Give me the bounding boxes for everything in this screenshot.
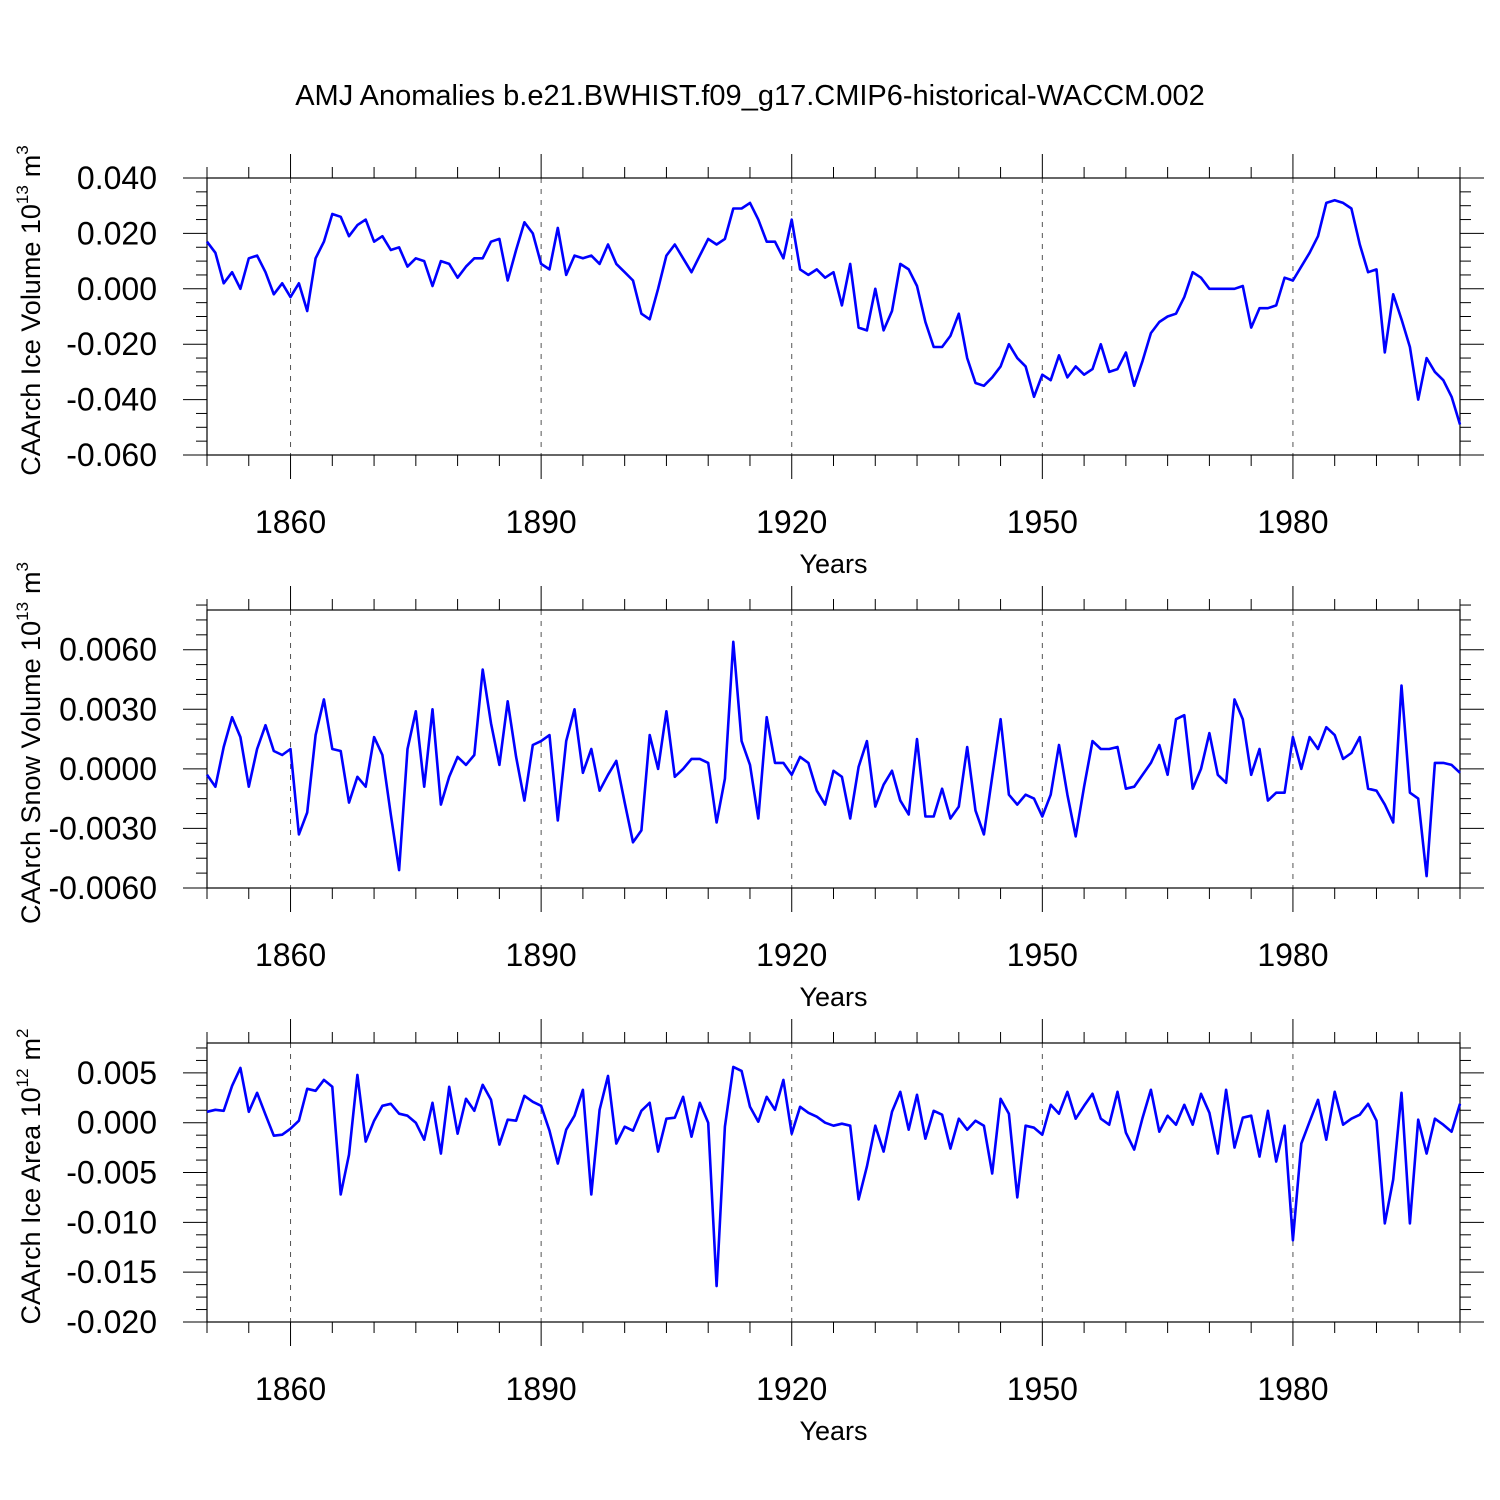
y-axis-title-unit-exponent: 3: [13, 562, 32, 571]
y-axis-title-text: CAArch Ice Volume 10: [16, 204, 46, 476]
x-tick-label: 1950: [1007, 1371, 1078, 1407]
x-tick-label: 1890: [506, 504, 577, 540]
x-tick-label: 1890: [506, 1371, 577, 1407]
y-tick-label: 0.0000: [59, 751, 157, 787]
x-axis-title: Years: [799, 982, 867, 1012]
y-tick-label: -0.060: [66, 437, 157, 473]
y-axis-title-unit-exponent: 3: [13, 145, 32, 154]
y-tick-label: -0.010: [66, 1204, 157, 1240]
x-tick-label: 1920: [756, 504, 827, 540]
panels: 1860 1890 1920 1950 1980 -0.060 -0.040 -0.020 0.…: [13, 145, 1484, 1446]
chart-panel-2: 1860 1890 1920 1950 1980 -0.0060 -0.0030 0.0000…: [13, 562, 1484, 1012]
y-axis-title: CAArch Ice Area 1012 m2: [13, 1028, 46, 1324]
x-tick-label: 1950: [1007, 504, 1078, 540]
x-axis-title: Years: [799, 549, 867, 579]
y-tick-label: -0.015: [66, 1254, 157, 1290]
x-tick-label: 1860: [255, 937, 326, 973]
y-axis-title-exponent: 13: [13, 185, 32, 204]
y-tick-label: -0.020: [66, 1304, 157, 1340]
y-tick-label: -0.040: [66, 382, 157, 418]
y-axis-title-text: CAArch Snow Volume 10: [16, 621, 46, 924]
y-tick-label: 0.0030: [59, 691, 157, 727]
x-tick-label: 1920: [756, 937, 827, 973]
x-tick-label: 1860: [255, 504, 326, 540]
y-tick-label: 0.005: [77, 1055, 157, 1091]
x-axis-title: Years: [799, 1416, 867, 1446]
y-tick-label: 0.000: [77, 271, 157, 307]
x-tick-label: 1980: [1257, 937, 1328, 973]
x-tick-label: 1890: [506, 937, 577, 973]
x-tick-label: 1980: [1257, 1371, 1328, 1407]
chart-title: AMJ Anomalies b.e21.BWHIST.f09_g17.CMIP6…: [295, 80, 1205, 112]
series-line: [205, 640, 1461, 878]
chart-panel-3: 1860 1890 1920 1950 1980 -0.020 -0.015 -0.010 -0…: [13, 1019, 1484, 1446]
y-axis-title-unit: m: [16, 571, 46, 594]
y-axis-title-unit-exponent: 2: [13, 1028, 32, 1037]
plot-frame: [206, 1042, 1461, 1323]
y-axis-title-exponent: 13: [13, 602, 32, 621]
series-line: [206, 1065, 1462, 1288]
x-tick-label: 1860: [255, 1371, 326, 1407]
y-tick-label: 0.0060: [59, 632, 157, 668]
series-line: [205, 198, 1462, 425]
x-tick-label: 1980: [1257, 504, 1328, 540]
y-tick-label: 0.000: [77, 1105, 157, 1141]
x-tick-label: 1950: [1007, 937, 1078, 973]
chart-panel-1: 1860 1890 1920 1950 1980 -0.060 -0.040 -0.020 0.…: [13, 145, 1484, 579]
plot-frame: [206, 609, 1461, 889]
y-axis-title-text: CAArch Ice Area 10: [16, 1087, 46, 1324]
y-axis-title-unit: m: [16, 1038, 46, 1061]
y-tick-label: -0.005: [66, 1155, 157, 1191]
y-tick-label: -0.0060: [48, 870, 157, 906]
y-axis-title-unit: m: [16, 155, 46, 178]
y-tick-label: -0.0030: [48, 810, 157, 846]
y-tick-label: 0.020: [77, 215, 157, 251]
y-axis-title-exponent: 12: [13, 1068, 32, 1087]
x-tick-label: 1920: [756, 1371, 827, 1407]
y-tick-label: -0.020: [66, 326, 157, 362]
y-tick-label: 0.040: [77, 160, 157, 196]
y-axis-title: CAArch Ice Volume 1013 m3: [13, 145, 46, 476]
y-axis-title: CAArch Snow Volume 1013 m3: [13, 562, 46, 924]
plot-frame: [206, 177, 1461, 456]
